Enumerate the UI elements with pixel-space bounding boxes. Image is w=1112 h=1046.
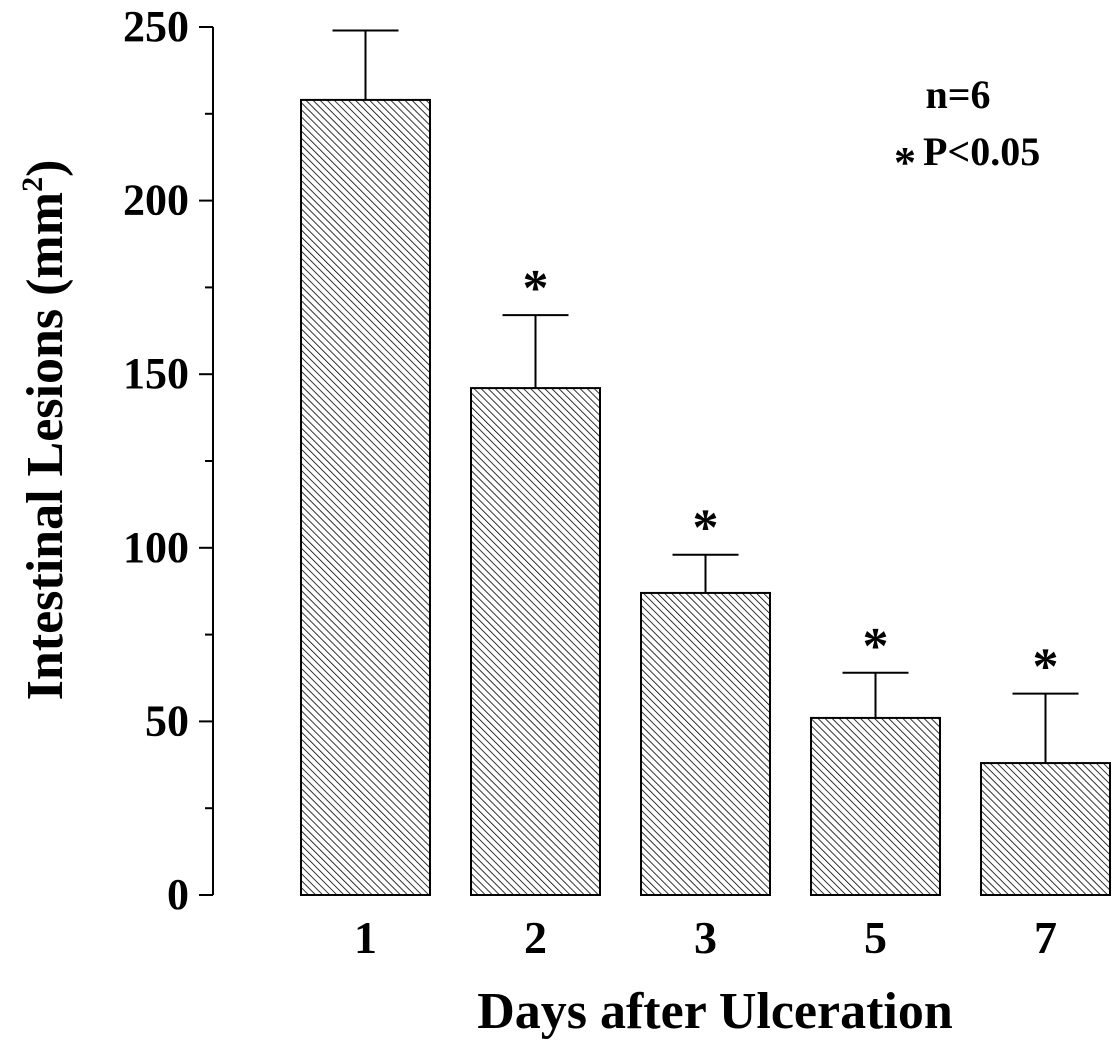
x-tick-label: 7 bbox=[1034, 912, 1057, 963]
y-axis: 0 50 100 150 200 250 bbox=[123, 2, 214, 919]
bar bbox=[470, 387, 601, 896]
y-axis-label-suffix: ) bbox=[17, 160, 74, 177]
significance-star: * bbox=[693, 500, 719, 557]
x-tick-label: 2 bbox=[524, 912, 547, 963]
x-tick-labels: 1 2 3 5 7 bbox=[354, 912, 1057, 963]
bar bbox=[810, 716, 941, 896]
y-tick-label: 150 bbox=[123, 349, 189, 398]
bar bbox=[980, 762, 1111, 897]
significance-star: * bbox=[523, 260, 549, 317]
error-bars bbox=[332, 29, 1079, 764]
x-axis-label: Days after Ulceration bbox=[477, 983, 953, 1040]
y-axis-label: Intestinal Lesions (mm2) bbox=[16, 160, 74, 701]
x-tick-label: 3 bbox=[694, 912, 717, 963]
y-tick-label: 50 bbox=[145, 696, 189, 745]
y-tick-label: 200 bbox=[123, 176, 189, 225]
y-tick-label: 0 bbox=[167, 870, 189, 919]
significance-markers: * * * * bbox=[523, 260, 1059, 695]
significance-star: * bbox=[863, 618, 889, 675]
n-annotation: n=6 bbox=[925, 72, 990, 117]
bar bbox=[640, 591, 771, 896]
significance-star: * bbox=[1033, 639, 1059, 696]
y-tick-label: 100 bbox=[123, 523, 189, 572]
bars bbox=[300, 98, 1111, 897]
significance-legend-symbol: * bbox=[894, 138, 916, 187]
y-axis-label-main: Intestinal Lesions (mm bbox=[17, 192, 74, 700]
x-tick-label: 1 bbox=[354, 912, 377, 963]
p-value-annotation: P<0.05 bbox=[923, 129, 1040, 174]
x-tick-label: 5 bbox=[864, 912, 887, 963]
y-axis-label-superscript: 2 bbox=[16, 177, 49, 192]
bar bbox=[300, 98, 431, 897]
y-tick-label: 250 bbox=[123, 2, 189, 51]
